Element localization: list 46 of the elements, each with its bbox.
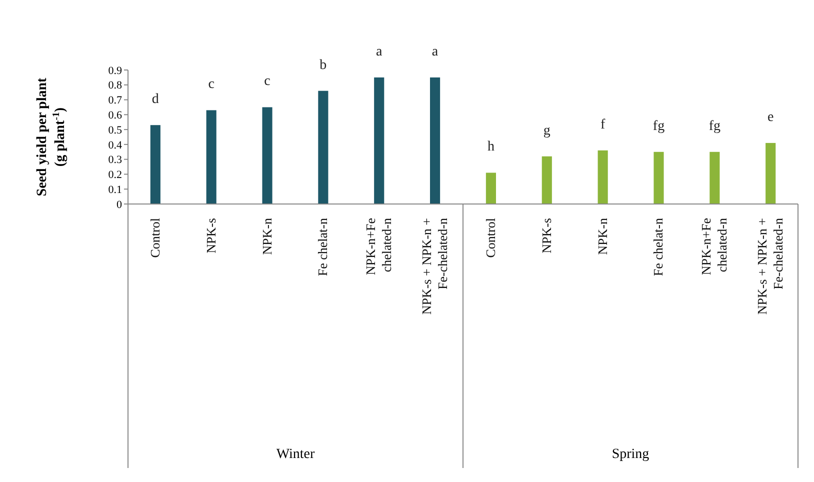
bar — [262, 107, 272, 204]
x-tick-label: NPK-n+Fe chelated-n — [698, 218, 730, 276]
data-label: a — [376, 44, 383, 60]
text: Spring — [612, 447, 650, 462]
x-tick-label: NPK-n — [594, 218, 610, 255]
x-tick-label: Fe chelat-n — [315, 218, 330, 276]
bar — [542, 156, 552, 204]
data-label: fg — [708, 118, 721, 134]
x-tick-label: Control — [147, 218, 162, 258]
data-label: fg — [652, 118, 665, 134]
bar — [318, 90, 328, 204]
bar — [766, 142, 776, 204]
y-tick-label: 0.3 — [108, 154, 122, 166]
x-tick-label: NPK-s — [203, 218, 218, 254]
x-tick-label: NPK-n+Fe chelated-n — [363, 218, 394, 276]
bar — [710, 152, 720, 204]
data-label: g — [543, 123, 550, 138]
text: Winter — [276, 447, 315, 462]
x-tick-label: NPK-n — [259, 218, 274, 255]
y-tick-label: 0.6 — [108, 110, 122, 122]
bar — [598, 150, 608, 204]
bar — [150, 125, 160, 204]
x-tick-label: NPK-s — [538, 218, 554, 254]
bar — [654, 152, 664, 204]
data-label: d — [152, 92, 159, 108]
data-label: c — [208, 77, 214, 92]
bar — [486, 172, 496, 204]
x-tick-label: Fe chelat-n — [650, 218, 666, 276]
y-tick-label: 0 — [116, 198, 122, 211]
bar — [430, 77, 440, 204]
y-tick-label: 0.8 — [108, 80, 122, 92]
y-tick-label: 0.9 — [108, 64, 122, 77]
data-label: h — [487, 140, 494, 155]
y-tick-label: 0.2 — [108, 169, 122, 182]
data-label: f — [600, 117, 606, 132]
data-label: b — [320, 58, 327, 73]
x-tick-label: Control — [482, 218, 498, 258]
data-label: a — [432, 44, 439, 60]
y-tick-label: 0.4 — [108, 139, 122, 152]
data-label: e — [767, 110, 774, 125]
y-tick-label: 0.1 — [108, 184, 122, 196]
y-tick-label: 0.7 — [108, 94, 122, 107]
bar — [206, 110, 216, 204]
y-tick-label: 0.5 — [108, 124, 122, 136]
bar — [374, 77, 384, 204]
data-label: c — [264, 74, 270, 90]
